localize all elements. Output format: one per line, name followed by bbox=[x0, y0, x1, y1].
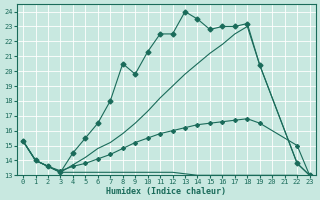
X-axis label: Humidex (Indice chaleur): Humidex (Indice chaleur) bbox=[106, 187, 226, 196]
